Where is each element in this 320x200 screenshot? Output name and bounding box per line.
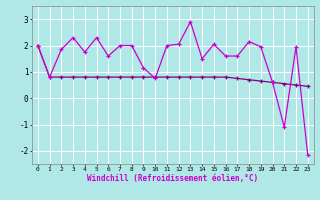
X-axis label: Windchill (Refroidissement éolien,°C): Windchill (Refroidissement éolien,°C) (87, 174, 258, 183)
